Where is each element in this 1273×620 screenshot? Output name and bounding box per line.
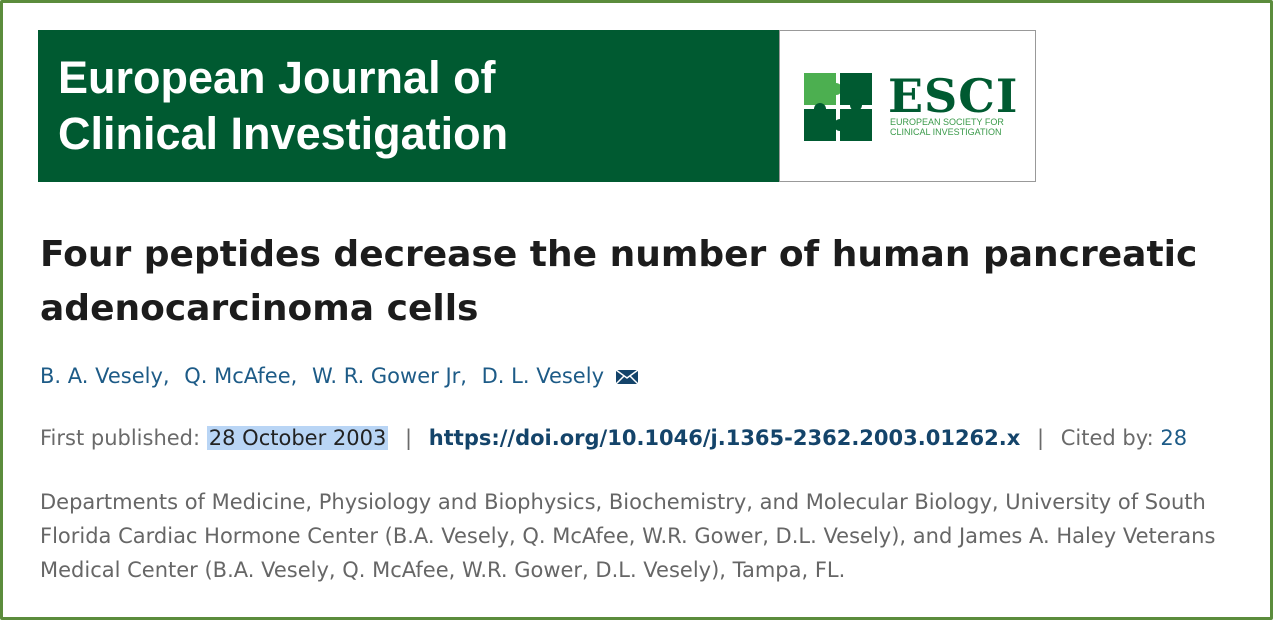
separator: | (405, 426, 413, 450)
author[interactable]: W. R. Gower Jr, (312, 364, 467, 388)
cited-count[interactable]: 28 (1160, 426, 1188, 450)
logo-icon (804, 73, 872, 141)
logo-subtitle: EUROPEAN SOCIETY FOR CLINICAL INVESTIGAT… (890, 117, 1004, 137)
author-list: B. A. Vesely, Q. McAfee, W. R. Gower Jr,… (40, 364, 639, 388)
published-label: First published: (40, 426, 201, 450)
society-logo: ESCI EUROPEAN SOCIETY FOR CLINICAL INVES… (779, 30, 1036, 182)
author[interactable]: D. L. Vesely (481, 364, 604, 388)
logo-name: ESCI (888, 69, 1019, 123)
journal-banner[interactable]: European Journal of Clinical Investigati… (38, 30, 1036, 182)
affiliation: Departments of Medicine, Physiology and … (40, 490, 1216, 582)
publication-info: First published: 28 October 2003 | https… (40, 426, 1187, 450)
article-title: Four peptides decrease the number of hum… (40, 234, 1198, 329)
journal-name: European Journal of Clinical Investigati… (38, 30, 779, 182)
separator: | (1037, 426, 1045, 450)
email-icon[interactable] (615, 369, 639, 385)
logo-sub-line: CLINICAL INVESTIGATION (890, 127, 1002, 137)
logo-sub-line: EUROPEAN SOCIETY FOR (890, 117, 1004, 127)
journal-line: Clinical Investigation (58, 108, 509, 159)
author[interactable]: B. A. Vesely, (40, 364, 170, 388)
published-date: 28 October 2003 (206, 426, 389, 450)
journal-line: European Journal of (58, 52, 496, 103)
doi-link[interactable]: https://doi.org/10.1046/j.1365-2362.2003… (428, 426, 1021, 450)
author[interactable]: Q. McAfee, (184, 364, 298, 388)
cited-label: Cited by: (1060, 426, 1154, 450)
